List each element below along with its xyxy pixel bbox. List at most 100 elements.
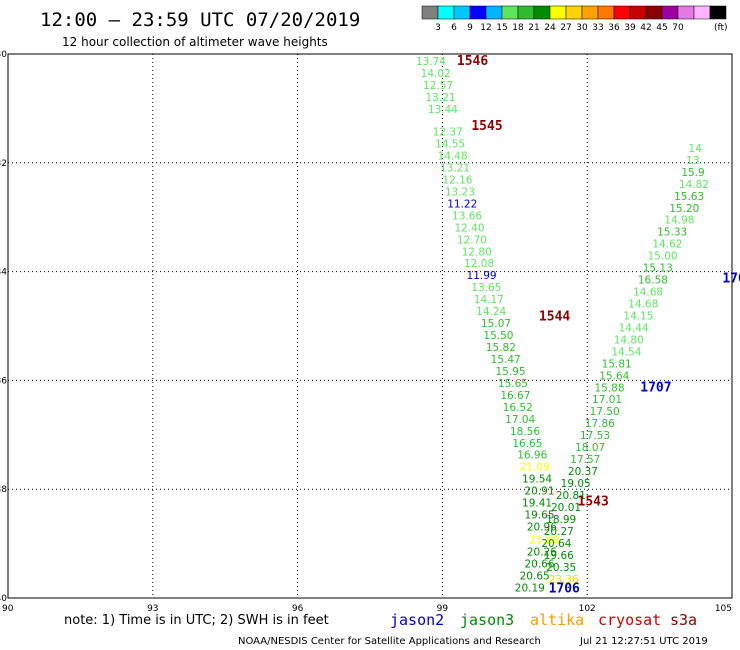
data-point: 15.95 (495, 366, 525, 378)
pass-label: 1544 (539, 310, 570, 325)
data-point: 15.82 (486, 342, 516, 354)
pass-label: 1707 (640, 380, 671, 395)
data-point: 20.01 (551, 502, 581, 514)
data-point: 14.62 (652, 239, 682, 251)
data-point: 13.23 (445, 186, 475, 198)
data-point: 16.65 (512, 438, 542, 450)
colorbar-swatch (693, 5, 711, 20)
data-point: 15.33 (657, 227, 687, 239)
colorbar-swatch (533, 5, 551, 20)
plot-frame (7, 53, 733, 599)
data-point: 16.96 (517, 450, 547, 462)
grid-lines (8, 54, 732, 598)
data-point: 11.22 (447, 198, 477, 210)
colorbar-label: 36 (608, 23, 620, 33)
data-point: 16.52 (503, 402, 533, 414)
x-tick-label: 93 (147, 604, 158, 614)
data-point: 14.17 (474, 294, 504, 306)
colorbar-swatch (645, 5, 663, 20)
y-tick-label: -34 (0, 268, 7, 278)
data-point: 17.04 (505, 414, 535, 426)
data-point: 20.37 (568, 466, 598, 478)
data-point: 13.21 (426, 92, 456, 104)
colorbar-label: 42 (640, 23, 651, 33)
data-point: 14.15 (623, 310, 653, 322)
colorbar-swatch (629, 5, 647, 20)
data-point: 13.44 (428, 104, 458, 116)
colorbar-swatch (501, 5, 519, 20)
satellite-legend-s3a: s3a (670, 611, 697, 629)
data-point: 12.70 (457, 234, 487, 246)
data-point: 13.65 (471, 282, 501, 294)
data-point: 15.47 (491, 354, 521, 366)
data-point: 20.64 (541, 538, 571, 550)
satellite-legend-altika: altika (530, 611, 584, 629)
data-point: 14.54 (611, 346, 641, 358)
data-point: 15.9 (681, 167, 704, 179)
colorbar-swatch (709, 5, 727, 20)
colorbar-swatch (565, 5, 583, 20)
data-point: 15.65 (498, 378, 528, 390)
data-point: 14.02 (421, 68, 451, 80)
data-point: 14.98 (664, 215, 694, 227)
note-text: note: 1) Time is in UTC; 2) SWH is in fe… (64, 613, 329, 628)
colorbar-label: 18 (512, 23, 524, 33)
colorbar-label: 3 (435, 23, 441, 33)
data-point: 21.09 (520, 462, 550, 474)
data-point: 17.57 (570, 454, 600, 466)
data-point: 19.54 (522, 474, 552, 486)
colorbar-swatch (661, 5, 679, 20)
pass-label: 1546 (457, 54, 488, 69)
satellite-legend: jason2 jason3 altika cryosat s3a (390, 611, 697, 629)
data-point: 21.89 (529, 535, 559, 547)
data-point: 20.27 (544, 526, 574, 538)
data-point: 17.50 (590, 406, 620, 418)
colorbar-swatch (517, 5, 535, 20)
data-point: 17.86 (585, 418, 615, 430)
data-point: 13.74 (416, 56, 446, 68)
data-point: 13.21 (440, 163, 470, 175)
x-tick-label: 96 (292, 604, 304, 614)
data-point: 17.53 (580, 430, 610, 442)
colorbar-label: 45 (656, 23, 667, 33)
data-point: 12.40 (454, 222, 484, 234)
x-axis-ticks: 90 93 96 99 102 105 (2, 604, 732, 614)
colorbar-swatch (421, 5, 439, 20)
y-tick-label: -38 (0, 485, 7, 495)
footer-timestamp: Jul 21 12:27:51 UTC 2019 (579, 636, 708, 647)
data-point: 17.01 (592, 394, 622, 406)
data-point: 15.50 (483, 330, 513, 342)
data-point: 15.81 (602, 358, 632, 370)
data-point: 19.66 (544, 550, 574, 562)
data-point: 16.58 (638, 275, 668, 287)
colorbar-swatch (453, 5, 471, 20)
data-point: 20.19 (515, 582, 545, 594)
data-point: 12.37 (433, 127, 463, 139)
data-point: 16.67 (500, 390, 530, 402)
colorbar-swatch (677, 5, 695, 20)
data-point: 14.48 (438, 151, 468, 163)
colorbar-swatch (613, 5, 631, 20)
data-point: 20.81 (556, 490, 586, 502)
y-tick-label: -36 (0, 376, 7, 386)
colorbar-swatch (549, 5, 567, 20)
colorbar-swatch (597, 5, 615, 20)
pass-label: 1706 (722, 271, 740, 286)
data-point: 20.66 (524, 559, 554, 571)
data-point: 12.08 (464, 258, 494, 270)
data-point: 15.07 (481, 318, 511, 330)
colorbar-label: 12 (480, 23, 491, 33)
y-tick-label: -40 (0, 594, 7, 604)
pass-labels: 1546 1545 1544 1543 1707 1706 1706 (457, 54, 740, 597)
chart-subtitle: 12 hour collection of altimeter wave hei… (62, 35, 328, 49)
colorbar-label: 21 (528, 23, 539, 33)
y-tick-label: -32 (0, 159, 7, 169)
data-point: 15.13 (643, 263, 673, 275)
x-tick-label: 102 (579, 604, 596, 614)
data-point: 15.88 (594, 382, 624, 394)
colorbar-label: 33 (592, 23, 603, 33)
colorbar-unit: (ft) (714, 23, 728, 33)
data-point: 18.99 (546, 514, 576, 526)
data-point: 20.96 (527, 522, 557, 534)
x-tick-label: 90 (2, 604, 14, 614)
